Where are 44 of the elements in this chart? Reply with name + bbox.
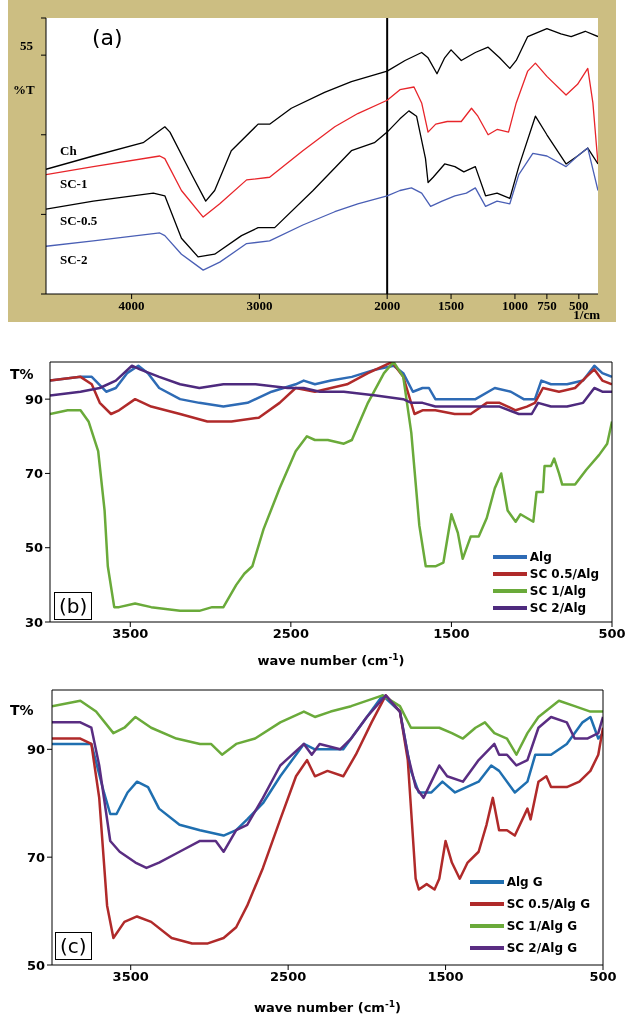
legend-label: SC-0.5: [60, 212, 98, 228]
y-tick-label: 70: [24, 466, 43, 482]
x-tick-label: 2500: [272, 626, 309, 642]
y-axis-title: T%: [10, 702, 34, 718]
x-tick-label: 1500: [433, 626, 470, 642]
y-tick-label: 90: [26, 741, 45, 757]
legend-label: SC 1/Alg G: [506, 919, 578, 933]
legend-label: SC 0.5/Alg G: [506, 897, 590, 911]
y-tick-label: 50: [24, 540, 43, 556]
annotation: (b): [54, 592, 93, 620]
x-tick-label: 500: [589, 969, 617, 985]
legend-label: SC 2/Alg G: [506, 941, 578, 955]
series-label: SC-1: [60, 176, 88, 192]
x-tick-label: 2000: [374, 298, 401, 314]
y-axis-title: T%: [10, 366, 34, 382]
y-tick-label: 50: [26, 957, 45, 973]
x-tick-label: 2500: [270, 969, 307, 985]
legend-label: SC 1/Alg: [529, 583, 587, 598]
y-axis-title: %T: [13, 82, 35, 98]
annotation: (c): [55, 932, 92, 960]
text: 55: [20, 38, 33, 55]
x-axis-title: wave number (cm$^{-1}$): [254, 999, 401, 1015]
line-series: [52, 694, 603, 756]
annotation: (a): [92, 24, 123, 52]
legend-label: SC 2/Alg: [529, 600, 587, 615]
x-tick-label: 3000: [246, 298, 273, 314]
x-tick-label: 4000: [118, 298, 145, 314]
y-tick-label: 30: [24, 614, 43, 630]
y-tick-label: 70: [26, 849, 45, 865]
x-tick-label: 750: [537, 298, 557, 314]
x-tick-label: 3500: [112, 626, 149, 642]
line-series: [52, 694, 603, 870]
x-tick-label: 3500: [112, 969, 149, 985]
x-tick-label: 1000: [501, 298, 528, 314]
x-tick-label: 1500: [427, 969, 464, 985]
series-label: Ch: [60, 142, 78, 158]
legend-label: Alg: [529, 549, 552, 564]
y-tick-label: 90: [24, 391, 43, 407]
legend-label: SC 0.5/Alg: [529, 566, 599, 581]
x-axis-title: wave number (cm$^{-1}$): [257, 652, 405, 668]
series-label: SC-2: [60, 251, 88, 267]
legend-label: Alg G: [506, 875, 543, 889]
x-tick-label: 500: [598, 626, 626, 642]
x-tick-label: 1500: [438, 298, 465, 314]
